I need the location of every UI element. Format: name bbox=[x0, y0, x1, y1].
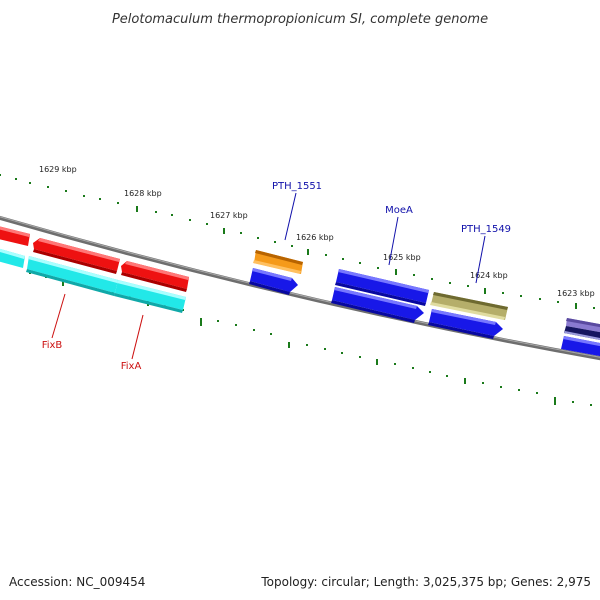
gene-label-pth1551[interactable]: PTH_1551 bbox=[272, 181, 322, 192]
gene-blue-pth1551[interactable] bbox=[249, 268, 298, 295]
gene-label-moea[interactable]: MoeA bbox=[385, 205, 413, 216]
gene-red-1[interactable] bbox=[0, 224, 30, 246]
gene-blue-moea-inner[interactable] bbox=[331, 287, 424, 323]
gene-cyan-fixb[interactable] bbox=[26, 256, 118, 296]
gene-lavender-right[interactable] bbox=[566, 318, 600, 334]
leader-moea bbox=[388, 216, 399, 266]
outer-tick-ring bbox=[0, 174, 595, 309]
gene-blue-right[interactable] bbox=[561, 336, 600, 358]
genome-summary-text: Topology: circular; Length: 3,025,375 bp… bbox=[260, 575, 591, 589]
tick-label-1628: 1628 kbp bbox=[124, 189, 162, 198]
accession-text: Accession: NC_009454 bbox=[9, 575, 145, 589]
tick-label-1626: 1626 kbp bbox=[296, 233, 334, 242]
gene-red-fixb[interactable] bbox=[33, 238, 120, 274]
gene-khaki-pth1549[interactable] bbox=[430, 292, 508, 320]
tick-label-1627: 1627 kbp bbox=[210, 211, 248, 220]
tick-label-1629: 1629 kbp bbox=[39, 165, 77, 174]
gene-cyan-fixa[interactable] bbox=[114, 280, 186, 313]
genome-backbone-highlight bbox=[0, 216, 600, 358]
gene-red-fixa[interactable] bbox=[121, 261, 189, 292]
tick-label-1623: 1623 kbp bbox=[557, 289, 595, 298]
genome-backbone bbox=[0, 215, 600, 361]
map-title: Pelotomaculum thermopropionicum SI, comp… bbox=[112, 12, 488, 27]
gene-label-pth1549[interactable]: PTH_1549 bbox=[461, 224, 511, 235]
gene-blue-pth1549[interactable] bbox=[428, 309, 503, 339]
tick-label-1625: 1625 kbp bbox=[383, 253, 421, 262]
gene-label-fixa[interactable]: FixA bbox=[121, 361, 142, 372]
leader-pth1549 bbox=[475, 235, 486, 284]
gene-cyan-1[interactable] bbox=[0, 246, 25, 268]
gene-blue-moea[interactable] bbox=[335, 269, 429, 306]
leader-fixb bbox=[51, 293, 66, 339]
gene-navy-right[interactable] bbox=[564, 326, 600, 342]
gene-label-fixb[interactable]: FixB bbox=[42, 340, 63, 351]
tick-label-1624: 1624 kbp bbox=[470, 271, 508, 280]
gene-orange-pth1551[interactable] bbox=[253, 250, 303, 274]
leader-pth1551 bbox=[284, 192, 297, 241]
leader-fixa bbox=[131, 314, 144, 360]
